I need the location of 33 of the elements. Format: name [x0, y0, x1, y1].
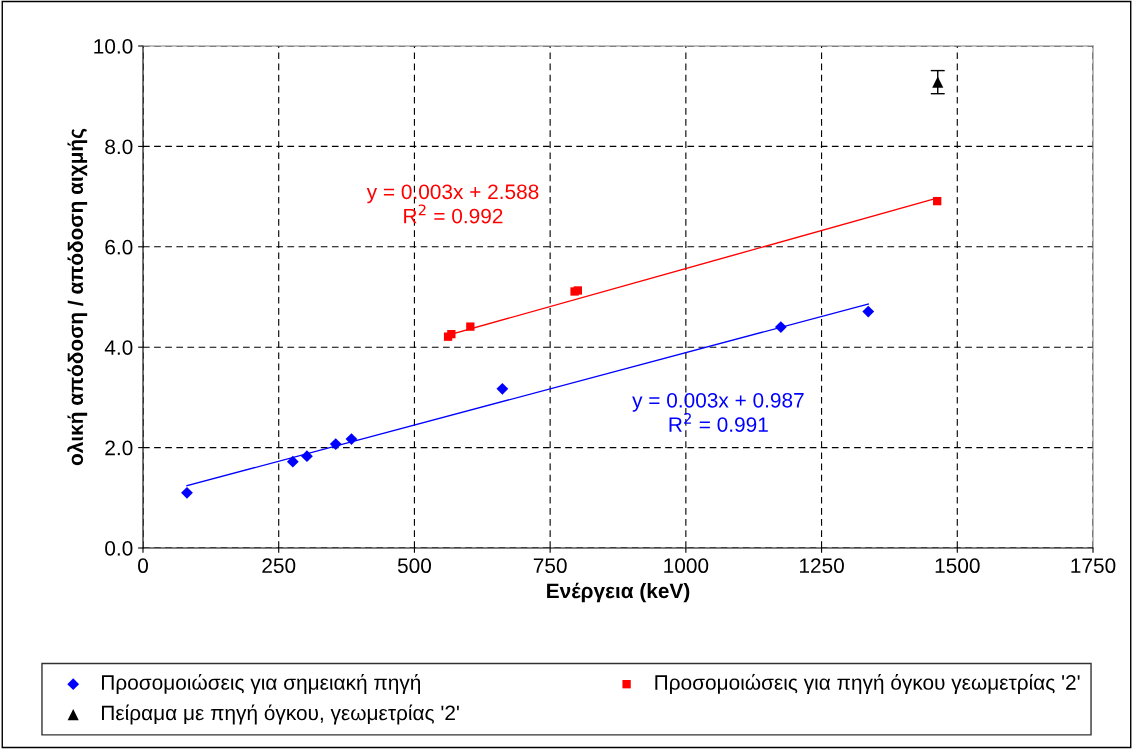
point — [932, 76, 944, 88]
point — [329, 438, 342, 450]
point — [933, 196, 942, 206]
y-axis-title: ολική απόδοση / απόδοση αιχμής — [67, 128, 88, 466]
x-tick-label: 1250 — [799, 558, 844, 574]
legend-label: Προσομοιώσεις για σημειακή πηγή — [102, 673, 420, 694]
y-tick-label: 0.0 — [105, 541, 133, 556]
annotation: y = 0.003x + 2.588 R$^{2}$ = 0.992 — [366, 184, 539, 224]
y-tick-label: 8.0 — [105, 139, 133, 155]
point — [496, 382, 509, 395]
legend-label: Πείραμα με πηγή όγκου, γεωμετρίας '2' — [102, 704, 459, 725]
y-tick-label: 10.0 — [94, 39, 133, 54]
x-tick-label: 1500 — [935, 558, 980, 574]
x-axis-title: Ενέργεια (keV) — [547, 582, 690, 603]
point — [181, 486, 193, 499]
x-tick-label: 0 — [138, 558, 148, 574]
y-tick-label: 4.0 — [104, 340, 133, 355]
annotation: y = 0.003x + 0.987 R$^{2}$ = 0.991 — [632, 392, 804, 432]
point — [466, 322, 475, 331]
legend-label: Προσομοιώσεις για πηγή όγκου γεωμετρίας '2' — [655, 673, 1080, 694]
point — [447, 329, 456, 339]
point — [774, 321, 787, 334]
point — [301, 450, 313, 463]
point — [345, 433, 358, 445]
x-tick-label: 500 — [397, 558, 431, 574]
x-tick-label: 750 — [533, 558, 567, 574]
x-tick-label: 1750 — [1071, 558, 1116, 574]
point — [862, 305, 875, 318]
x-tick-label: 250 — [262, 558, 296, 574]
point — [286, 455, 299, 468]
x-tick-label: 1000 — [664, 558, 709, 574]
y-tick-label: 6.0 — [105, 239, 133, 255]
y-tick-label: 2.0 — [105, 440, 133, 456]
